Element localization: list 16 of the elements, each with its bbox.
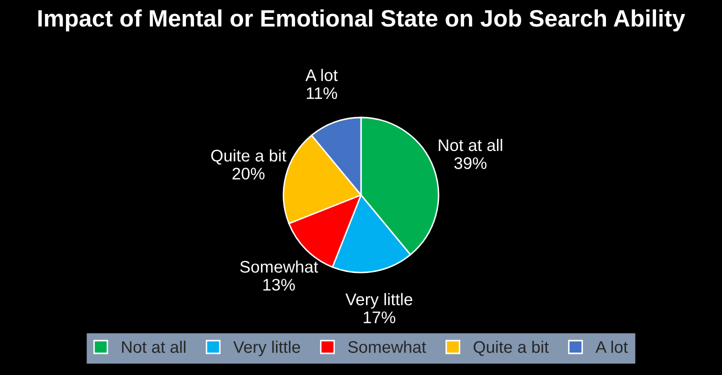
data-label: 39% (454, 157, 486, 170)
chart-title: Impact of Mental or Emotional State on Job Search Ability (38, 9, 686, 32)
legend-label: Somewhat (348, 340, 426, 353)
slice-label: Not at all (438, 138, 502, 152)
legend-label: Quite a bit (474, 340, 549, 356)
slice-label: Quite a bit (211, 149, 286, 165)
data-label: 20% (232, 168, 264, 180)
data-label: 17% (364, 312, 396, 324)
legend-label: Not at all (122, 340, 186, 353)
slice-label: Somewhat (240, 260, 318, 273)
data-label: 11% (306, 87, 338, 100)
slice-label: Very little (345, 293, 412, 309)
data-label: 13% (263, 278, 295, 291)
legend-label: Very little (233, 340, 300, 356)
slice-label: A lot (305, 68, 338, 82)
legend-label: A lot (596, 340, 628, 353)
